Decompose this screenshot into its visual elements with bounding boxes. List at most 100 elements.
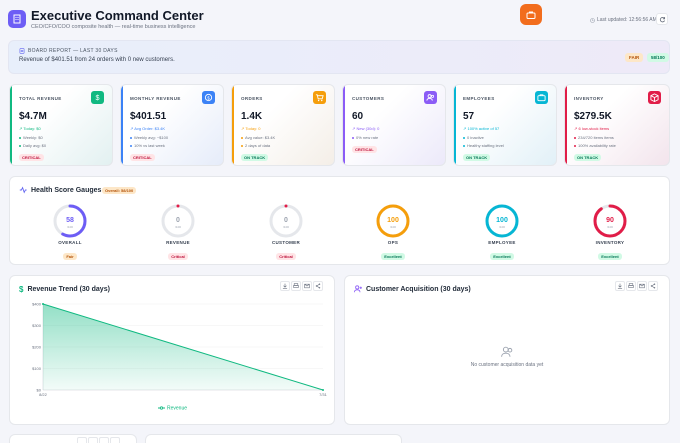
kpi-trend: ↗ Today: $0 — [19, 126, 41, 131]
gauge-unit: /100 — [499, 225, 505, 229]
board-report-heading-text: BOARD REPORT — LAST 30 DAYS — [28, 48, 118, 54]
kpi-icon-badge — [535, 91, 548, 104]
empty-state-text: No customer acquisition data yet — [470, 362, 544, 368]
gauge-ring: 0/100 — [161, 204, 195, 238]
kpi-detail: Avg value: $3.4K — [241, 135, 275, 140]
email-button[interactable] — [637, 281, 647, 291]
briefcase-icon — [526, 11, 536, 19]
y-tick-label: $300 — [32, 323, 42, 328]
kpi-detail-text: Weekly: $0 — [23, 135, 43, 140]
share-icon — [650, 283, 656, 289]
gauge-unit: /100 — [607, 225, 613, 229]
kpi-detail-2: Daily avg: $0 — [19, 143, 46, 148]
gauge-overall: 58/100 OVERALL Fair — [40, 203, 100, 263]
revenue-point — [42, 303, 44, 305]
download-button[interactable] — [615, 281, 625, 291]
email-button[interactable] — [99, 437, 109, 443]
health-gauges-title-text: Health Score Gauges — [31, 186, 102, 194]
gauge-status: Excellent — [598, 253, 622, 260]
kpi-card-total-revenue[interactable]: TOTAL REVENUE $ $4.7M ↗ Today: $0 Weekly: $0… — [9, 84, 113, 166]
card-accent — [343, 85, 345, 165]
gauge-value: 100 — [496, 217, 508, 224]
revenue-trend-title-text: Revenue Trend (30 days) — [27, 286, 110, 293]
kpi-icon-badge — [648, 91, 661, 104]
kpi-detail-2-text: Healthy staffing level — [467, 143, 504, 148]
refresh-button[interactable] — [656, 13, 668, 25]
kpi-status-badge: CRITICAL — [130, 154, 155, 161]
money-icon: $ — [204, 93, 213, 102]
print-button[interactable] — [291, 281, 301, 291]
card-accent — [121, 85, 123, 165]
kpi-detail-2-text: 100% availability rate — [578, 143, 616, 148]
gauge-name: REVENUE — [166, 240, 190, 245]
y-tick-label: $100 — [32, 366, 42, 371]
kpi-detail-2: 10% vs last week — [130, 143, 165, 148]
kpi-status-badge: ON TRACK — [241, 154, 269, 161]
kpi-icon-badge — [313, 91, 326, 104]
cart-icon — [315, 94, 324, 102]
download-icon — [282, 283, 288, 289]
kpi-detail-text: 0% new rate — [356, 135, 379, 140]
revenue-trend-title: $ Revenue Trend (30 days) — [19, 285, 110, 294]
gauge-value: 100 — [387, 217, 399, 224]
score-badge: 58/100 — [647, 53, 669, 62]
download-button[interactable] — [280, 281, 290, 291]
briefcase-button[interactable] — [520, 4, 542, 25]
kpi-detail-2: 100% availability rate — [574, 143, 616, 148]
dollar-icon: $ — [19, 285, 24, 294]
download-button[interactable] — [77, 437, 87, 443]
kpi-card-employees[interactable]: EMPLOYEES 57 ↗ 100% active of 57 0 inactive… — [453, 84, 557, 166]
kpi-status-badge: ON TRACK — [574, 154, 602, 161]
gauge-value: 90 — [606, 217, 614, 224]
gauge-fill — [53, 204, 87, 238]
share-icon — [315, 283, 321, 289]
kpi-icon-badge — [424, 91, 437, 104]
x-tick-label: 8/22 — [39, 392, 48, 397]
kpi-value: 1.4K — [241, 111, 263, 122]
kpi-value: 57 — [463, 111, 475, 122]
kpi-card-inventory[interactable]: INVENTORY $279.5K ↗ 6 low-stock items 234/7… — [564, 84, 670, 166]
kpi-card-orders[interactable]: ORDERS 1.4K ↗ Today: 0 Avg value: $3.4K 2 da… — [231, 84, 335, 166]
building-icon — [13, 14, 21, 24]
print-icon — [293, 283, 299, 288]
gauge-unit: /100 — [175, 225, 181, 229]
kpi-detail-2: 2 days of data — [241, 143, 270, 148]
kpi-detail: Weekly avg: ~$100 — [130, 135, 168, 140]
app-logo — [8, 10, 26, 28]
page-subtitle: CEO/CFO/COO composite health — real-time… — [31, 24, 196, 30]
gauge-fill — [593, 204, 627, 238]
gauge-ring: 100/100 — [485, 204, 519, 238]
share-button[interactable] — [110, 437, 120, 443]
y-tick-label: $200 — [32, 345, 42, 350]
box-icon — [650, 93, 659, 102]
kpi-detail: 234/720 items items — [574, 135, 614, 140]
card-accent — [454, 85, 456, 165]
download-icon — [617, 283, 623, 289]
email-button[interactable] — [302, 281, 312, 291]
share-button[interactable] — [313, 281, 323, 291]
kpi-detail-2-text: 10% vs last week — [134, 143, 165, 148]
gauge-unit: /100 — [390, 225, 396, 229]
gauge-value: 0 — [284, 217, 288, 224]
share-button[interactable] — [648, 281, 658, 291]
print-button[interactable] — [88, 437, 98, 443]
board-report-heading: BOARD REPORT — LAST 30 DAYS — [19, 48, 118, 54]
kpi-trend: ↗ Avg Order: $3.4K — [130, 126, 166, 131]
gauge-ring: 0/100 — [269, 204, 303, 238]
health-gauges-title: Health Score Gauges — [19, 186, 101, 194]
bullet-dot — [463, 144, 465, 147]
board-report-banner: BOARD REPORT — LAST 30 DAYS Revenue of $… — [8, 40, 670, 74]
gauge-name: CUSTOMER — [271, 240, 301, 245]
gauge-status: Fair — [63, 253, 77, 260]
kpi-value: $279.5K — [574, 111, 612, 122]
briefcase-icon — [537, 94, 546, 102]
print-button[interactable] — [626, 281, 636, 291]
last-updated: Last updated: 12:56:56 AM — [590, 17, 657, 23]
kpi-card-customers[interactable]: CUSTOMERS 60 ↗ New (30d): 0 0% new rate CRIT… — [342, 84, 446, 166]
gauge-fill — [161, 204, 195, 238]
gauge-status: Critical — [168, 253, 188, 260]
gauge-value: 58 — [66, 217, 74, 224]
kpi-value: $401.51 — [130, 111, 167, 122]
dollar-icon: $ — [96, 93, 100, 102]
kpi-card-monthly-revenue[interactable]: MONTHLY REVENUE $ $401.51 ↗ Avg Order: $3.4… — [120, 84, 224, 166]
